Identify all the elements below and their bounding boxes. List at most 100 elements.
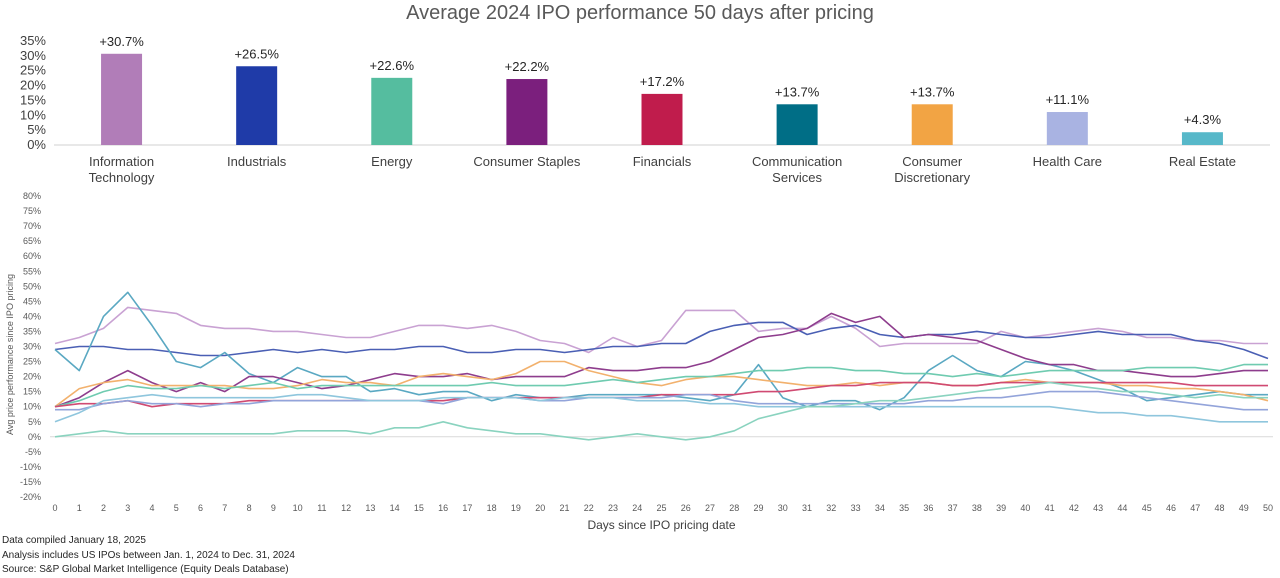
line-x-tick-label: 15 <box>414 503 424 513</box>
line-x-tick-label: 6 <box>198 503 203 513</box>
line-x-tick-label: 45 <box>1142 503 1152 513</box>
line-y-tick-label: 10% <box>23 402 41 412</box>
bar-y-tick-label: 30% <box>20 48 46 63</box>
line-series-9 <box>54 393 1268 423</box>
line-x-tick-label: 30 <box>778 503 788 513</box>
line-x-tick-label: 39 <box>996 503 1006 513</box>
source-notes: Data compiled January 18, 2025 Analysis … <box>2 534 295 578</box>
line-series-10 <box>54 381 1268 441</box>
line-x-tick-label: 10 <box>293 503 303 513</box>
bar-category-label: Consumer Staples <box>473 154 580 169</box>
line-x-tick-label: 38 <box>972 503 982 513</box>
line-x-tick-label: 3 <box>125 503 130 513</box>
bar-category-label: Information <box>89 154 154 169</box>
bar-category-label: Real Estate <box>1169 154 1236 169</box>
line-y-tick-label: 20% <box>23 372 41 382</box>
line-x-tick-label: 41 <box>1045 503 1055 513</box>
line-x-tick-label: 14 <box>390 503 400 513</box>
line-x-tick-label: 50 <box>1263 503 1273 513</box>
line-y-tick-label: 30% <box>23 342 41 352</box>
line-x-tick-label: 34 <box>875 503 885 513</box>
line-x-tick-label: 44 <box>1117 503 1127 513</box>
line-x-tick-label: 42 <box>1069 503 1079 513</box>
bar-category-label: Energy <box>371 154 413 169</box>
bar-4 <box>506 79 548 145</box>
line-x-tick-label: 2 <box>101 503 106 513</box>
bar-y-tick-label: 10% <box>20 107 46 122</box>
line-x-tick-label: 28 <box>729 503 739 513</box>
line-x-tick-label: 7 <box>222 503 227 513</box>
line-x-tick-label: 4 <box>150 503 155 513</box>
line-x-tick-label: 32 <box>826 503 836 513</box>
bar-y-tick-label: 0% <box>27 137 46 152</box>
line-series-7 <box>54 381 1268 408</box>
line-y-tick-label: -5% <box>25 447 41 457</box>
line-y-tick-label: -20% <box>20 492 41 502</box>
bar-3 <box>371 77 413 145</box>
line-x-tick-label: 13 <box>365 503 375 513</box>
bar-data-label: +13.7% <box>910 84 955 99</box>
line-x-tick-label: 49 <box>1239 503 1249 513</box>
line-x-tick-label: 25 <box>656 503 666 513</box>
line-y-tick-label: -10% <box>20 462 41 472</box>
bar-y-tick-label: 35% <box>20 33 46 48</box>
bar-category-label: Services <box>772 170 822 185</box>
bar-category-label: Health Care <box>1033 154 1102 169</box>
bar-category-label: Communication <box>752 154 842 169</box>
line-x-tick-label: 46 <box>1166 503 1176 513</box>
line-y-tick-label: -15% <box>20 477 41 487</box>
line-y-tick-label: 35% <box>23 326 41 336</box>
line-y-tick-label: 70% <box>23 221 41 231</box>
line-x-tick-label: 48 <box>1214 503 1224 513</box>
line-series-8 <box>55 390 1268 411</box>
line-x-axis-title: Days since IPO pricing date <box>587 518 735 532</box>
line-y-tick-label: 25% <box>23 357 41 367</box>
line-x-tick-label: 11 <box>317 503 326 513</box>
bar-2 <box>236 66 278 145</box>
line-y-tick-label: 60% <box>23 251 41 261</box>
bar-category-label: Financials <box>633 154 692 169</box>
line-y-tick-label: 15% <box>23 387 41 397</box>
line-y-tick-label: 0% <box>28 432 41 442</box>
line-x-tick-label: 43 <box>1093 503 1103 513</box>
line-x-tick-label: 5 <box>174 503 179 513</box>
line-x-tick-label: 40 <box>1020 503 1030 513</box>
line-series-1 <box>54 306 1268 354</box>
line-x-tick-label: 19 <box>511 503 521 513</box>
bar-5 <box>641 93 683 145</box>
bar-y-tick-label: 5% <box>27 122 46 137</box>
line-series-4 <box>54 312 1268 408</box>
line-x-tick-label: 1 <box>77 503 82 513</box>
bar-data-label: +22.6% <box>370 58 415 73</box>
line-x-tick-label: 37 <box>948 503 958 513</box>
line-x-tick-label: 26 <box>681 503 691 513</box>
bar-data-label: +11.1% <box>1046 92 1090 107</box>
bar-data-label: +17.2% <box>640 74 685 89</box>
bar-y-tick-label: 25% <box>20 63 46 78</box>
line-x-tick-label: 47 <box>1190 503 1200 513</box>
line-y-axis-title: Avg price performance since IPO pricing <box>5 274 15 435</box>
line-x-tick-label: 20 <box>535 503 545 513</box>
line-y-tick-label: 40% <box>23 311 41 321</box>
bar-8 <box>1046 112 1088 145</box>
bar-6 <box>776 104 818 145</box>
line-x-tick-label: 33 <box>851 503 861 513</box>
bar-category-label: Discretionary <box>894 170 970 185</box>
note-analysis: Analysis includes US IPOs between Jan. 1… <box>2 549 295 561</box>
line-x-tick-label: 21 <box>559 503 569 513</box>
line-x-tick-label: 9 <box>271 503 276 513</box>
bar-category-label: Industrials <box>227 154 287 169</box>
line-x-tick-label: 8 <box>247 503 252 513</box>
line-x-tick-label: 18 <box>487 503 497 513</box>
line-y-tick-label: 45% <box>23 296 41 306</box>
line-x-tick-label: 24 <box>632 503 642 513</box>
bar-y-tick-label: 20% <box>20 78 46 93</box>
bar-1 <box>101 53 143 145</box>
line-x-tick-label: 27 <box>705 503 715 513</box>
line-y-tick-label: 80% <box>23 191 41 201</box>
line-series-2 <box>54 321 1269 360</box>
line-y-tick-label: 50% <box>23 281 41 291</box>
bar-data-label: +22.2% <box>505 59 550 74</box>
bar-data-label: +30.7% <box>99 34 144 49</box>
